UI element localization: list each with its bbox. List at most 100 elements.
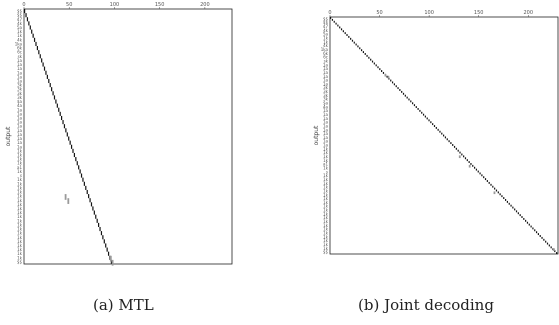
attention-cell bbox=[470, 162, 472, 165]
y-tick-label: 1k bbox=[323, 204, 329, 209]
y-axis-label: output bbox=[5, 126, 12, 146]
plot-b: 0 50 100 150 200$$$$474k5a1k1k4k1ka6k6csk1a1… bbox=[313, 10, 559, 255]
attention-cell bbox=[550, 246, 552, 249]
attention-cell bbox=[58, 107, 60, 112]
y-tick-label: 1k bbox=[17, 214, 23, 219]
attention-cell bbox=[402, 92, 405, 95]
attention-cell bbox=[468, 161, 470, 163]
attention-cell bbox=[388, 77, 390, 80]
y-tick-label: 1k bbox=[17, 222, 23, 227]
y-tick-label: 6k bbox=[323, 51, 329, 56]
attention-cell bbox=[80, 173, 83, 178]
attention-cell bbox=[38, 50, 40, 55]
x-tick-label: 200 bbox=[200, 2, 210, 8]
attention-cell bbox=[381, 70, 383, 72]
y-tick-label: 1k bbox=[323, 211, 329, 216]
attention-cell bbox=[433, 125, 436, 127]
attention-cell bbox=[514, 208, 516, 211]
attention-cell bbox=[503, 197, 505, 200]
attention-cell bbox=[373, 62, 375, 65]
y-tick-label: 1k bbox=[17, 255, 23, 260]
y-tick-label: $a bbox=[17, 99, 23, 104]
attention-cell bbox=[68, 136, 70, 141]
y-tick-label: 1k bbox=[17, 231, 23, 236]
attention-cell bbox=[426, 117, 428, 120]
y-tick-label: 1k bbox=[323, 215, 329, 220]
attention-cell bbox=[484, 178, 487, 181]
y-tick-label: 3k bbox=[323, 97, 329, 102]
y-tick-label: 6c bbox=[17, 50, 22, 55]
attention-cell bbox=[543, 238, 545, 241]
attention-cell bbox=[99, 226, 101, 232]
attention-cell-weak bbox=[458, 155, 461, 159]
y-tick-label: 1k bbox=[17, 190, 23, 195]
attention-cell bbox=[28, 21, 30, 26]
attention-cell bbox=[477, 170, 479, 173]
y-tick-label: sk bbox=[324, 58, 329, 63]
attention-cell bbox=[530, 225, 532, 228]
attention-cell bbox=[430, 121, 432, 124]
y-tick-label: 3k bbox=[17, 83, 23, 88]
y-tick-label: 1k bbox=[17, 153, 23, 158]
y-tick-label: $a bbox=[323, 101, 329, 106]
attention-cell bbox=[506, 200, 509, 203]
y-tick-label: 1a bbox=[323, 78, 329, 83]
y-tick-label: 4k bbox=[17, 37, 23, 42]
y-tick-label: 1a bbox=[323, 120, 329, 125]
y-tick-label: 1a bbox=[323, 123, 329, 128]
attention-cell bbox=[441, 132, 443, 135]
y-tick-label: 1a bbox=[17, 120, 23, 125]
attention-cell bbox=[360, 49, 363, 52]
y-tick-label: 1k bbox=[323, 185, 329, 190]
y-tick-label: 1a bbox=[323, 112, 329, 117]
y-tick-label: 1a bbox=[323, 62, 329, 67]
y-tick-label: 1k bbox=[323, 165, 329, 170]
y-tick-label: 1k bbox=[323, 208, 329, 213]
y-tick-label: 1a bbox=[17, 132, 23, 137]
attention-cell bbox=[29, 25, 31, 30]
attention-cell bbox=[556, 252, 558, 254]
y-tick-label: 5a bbox=[323, 32, 329, 37]
y-tick-label: 1k bbox=[323, 242, 329, 247]
y-tick-label: s bbox=[20, 173, 22, 178]
attention-cell bbox=[457, 149, 459, 152]
y-tick-label: 1k bbox=[17, 239, 23, 244]
attention-cell bbox=[539, 235, 541, 237]
attention-cell bbox=[443, 134, 445, 137]
y-tick-label: 1k bbox=[17, 235, 23, 240]
y-tick-label: 4k bbox=[17, 21, 23, 26]
attention-cell bbox=[357, 45, 359, 48]
attention-cell bbox=[93, 210, 95, 215]
attention-cell bbox=[435, 126, 437, 129]
attention-cell bbox=[415, 106, 417, 109]
attention-cell bbox=[69, 140, 71, 145]
attention-cell bbox=[62, 120, 64, 125]
y-tick-label: 1a bbox=[17, 62, 23, 67]
attention-cell bbox=[49, 83, 51, 88]
attention-cell bbox=[36, 46, 39, 51]
attention-cell bbox=[25, 13, 27, 18]
y-tick-label: 1a bbox=[17, 136, 23, 141]
attention-cell-weak bbox=[387, 75, 390, 79]
attention-cell bbox=[342, 30, 344, 33]
y-tick-label: 1a bbox=[323, 116, 329, 121]
attention-cell bbox=[102, 235, 104, 240]
attention-cell bbox=[335, 22, 337, 25]
attention-cell bbox=[348, 35, 350, 38]
y-tick-label: 1a bbox=[323, 81, 329, 86]
attention-cell bbox=[65, 128, 67, 133]
y-tick-label: 1k bbox=[323, 238, 329, 243]
attention-cell bbox=[419, 109, 421, 112]
y-tick-label: 3k bbox=[17, 95, 23, 100]
attention-cell bbox=[519, 214, 521, 217]
attention-cell bbox=[413, 104, 416, 107]
y-tick-label: 1a bbox=[17, 140, 23, 145]
attention-cell bbox=[78, 165, 80, 170]
y-tick-label: 1k bbox=[17, 33, 23, 38]
y-tick-label: 1a bbox=[17, 78, 23, 83]
y-tick-label: 1k bbox=[17, 251, 23, 256]
attention-cell bbox=[499, 193, 501, 196]
attention-cell bbox=[508, 202, 510, 205]
y-tick-label: 1k bbox=[17, 202, 23, 207]
